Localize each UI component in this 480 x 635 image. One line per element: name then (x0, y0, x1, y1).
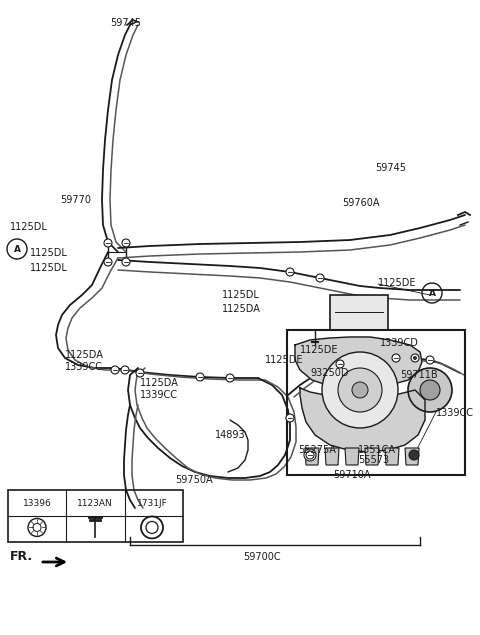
Circle shape (226, 374, 234, 382)
Text: 1125DL: 1125DL (222, 290, 260, 300)
Text: 1123AN: 1123AN (77, 498, 113, 507)
Circle shape (286, 268, 294, 276)
Polygon shape (405, 448, 419, 465)
Text: 1125DL: 1125DL (30, 248, 68, 258)
Circle shape (104, 258, 112, 266)
Text: 14893: 14893 (215, 430, 246, 440)
Polygon shape (345, 448, 359, 465)
Circle shape (338, 368, 382, 412)
Circle shape (336, 360, 344, 368)
Circle shape (196, 373, 204, 381)
Text: A: A (429, 288, 435, 298)
Circle shape (136, 369, 144, 377)
Circle shape (104, 239, 112, 247)
Text: 1125DE: 1125DE (265, 355, 303, 365)
Text: 59770: 59770 (60, 195, 91, 205)
Text: 1125DL: 1125DL (10, 222, 48, 232)
Circle shape (411, 354, 419, 362)
Text: A: A (13, 244, 21, 253)
Text: 1125DE: 1125DE (300, 345, 338, 355)
Text: 59700C: 59700C (243, 552, 281, 562)
Text: 1125DA: 1125DA (140, 378, 179, 388)
Polygon shape (300, 388, 425, 452)
Circle shape (409, 450, 419, 460)
Text: 1125DE: 1125DE (378, 278, 417, 288)
Text: 1339CC: 1339CC (65, 362, 103, 372)
Circle shape (316, 274, 324, 282)
Text: 93250D: 93250D (310, 368, 348, 378)
Circle shape (121, 366, 129, 374)
Polygon shape (365, 448, 379, 465)
Circle shape (352, 382, 368, 398)
Text: 1731JF: 1731JF (137, 498, 168, 507)
Text: 13396: 13396 (23, 498, 51, 507)
Text: 59711B: 59711B (400, 370, 438, 380)
Circle shape (408, 368, 452, 412)
Polygon shape (295, 337, 422, 388)
Circle shape (322, 352, 398, 428)
Circle shape (306, 451, 314, 459)
Text: 59760A: 59760A (342, 198, 380, 208)
Text: 1125DA: 1125DA (65, 350, 104, 360)
Polygon shape (385, 448, 399, 465)
Circle shape (122, 258, 130, 266)
Bar (287, 330, 465, 475)
Text: 1125DL: 1125DL (30, 263, 68, 273)
Text: 59745: 59745 (110, 18, 141, 28)
Text: 1339CC: 1339CC (140, 390, 178, 400)
Circle shape (304, 449, 316, 461)
Text: 59710A: 59710A (333, 470, 371, 480)
Circle shape (111, 366, 119, 374)
Bar (8, 490, 183, 542)
Circle shape (392, 354, 400, 362)
Text: 1339CC: 1339CC (436, 408, 474, 418)
Circle shape (122, 239, 130, 247)
Text: 1339CD: 1339CD (380, 338, 419, 348)
Text: 59750A: 59750A (175, 475, 213, 485)
Circle shape (420, 380, 440, 400)
Text: 59745: 59745 (375, 163, 406, 173)
Circle shape (286, 414, 294, 422)
Text: 1125DA: 1125DA (222, 304, 261, 314)
Text: 1351CA: 1351CA (358, 445, 396, 455)
Circle shape (413, 356, 417, 359)
Circle shape (426, 356, 434, 364)
Bar (330, 295, 388, 330)
Text: 55275A: 55275A (298, 445, 336, 455)
Polygon shape (325, 448, 339, 465)
Polygon shape (305, 448, 319, 465)
Text: 55573: 55573 (358, 455, 389, 465)
Text: FR.: FR. (10, 550, 33, 563)
